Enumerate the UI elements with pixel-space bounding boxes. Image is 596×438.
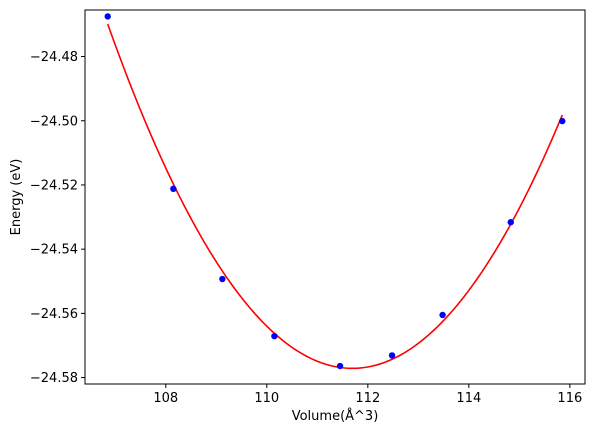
x-tick-label: 116 xyxy=(557,391,582,406)
x-tick-label: 108 xyxy=(153,391,178,406)
y-tick-label: −24.48 xyxy=(30,50,78,65)
x-tick-label: 110 xyxy=(254,391,279,406)
data-point xyxy=(507,219,514,226)
data-point xyxy=(170,185,177,193)
x-axis-ticks: 108 110 112 114 116 xyxy=(153,384,582,406)
y-tick-label: −24.54 xyxy=(30,243,78,258)
x-tick-label: 114 xyxy=(456,391,481,406)
data-point xyxy=(439,311,446,319)
y-axis-label: Energy (eV) xyxy=(9,159,24,236)
y-axis-ticks: −24.48 −24.50 −24.52 −24.54 −24.56 −24.58 xyxy=(30,50,85,386)
y-tick-label: −24.52 xyxy=(30,178,78,193)
x-axis-label: Volume(Å^3) xyxy=(292,408,379,424)
data-point xyxy=(104,13,111,20)
data-point xyxy=(336,362,344,370)
plot-layer xyxy=(104,13,566,370)
x-tick-label: 112 xyxy=(355,391,380,406)
y-tick-label: −24.50 xyxy=(30,114,78,129)
y-tick-label: −24.58 xyxy=(30,371,78,386)
data-point xyxy=(219,275,226,283)
data-point xyxy=(388,352,396,359)
axes-frame xyxy=(84,9,586,385)
data-point xyxy=(559,117,566,125)
fit-curve-line xyxy=(106,23,564,370)
data-point xyxy=(271,332,278,340)
y-tick-label: −24.56 xyxy=(30,307,78,322)
